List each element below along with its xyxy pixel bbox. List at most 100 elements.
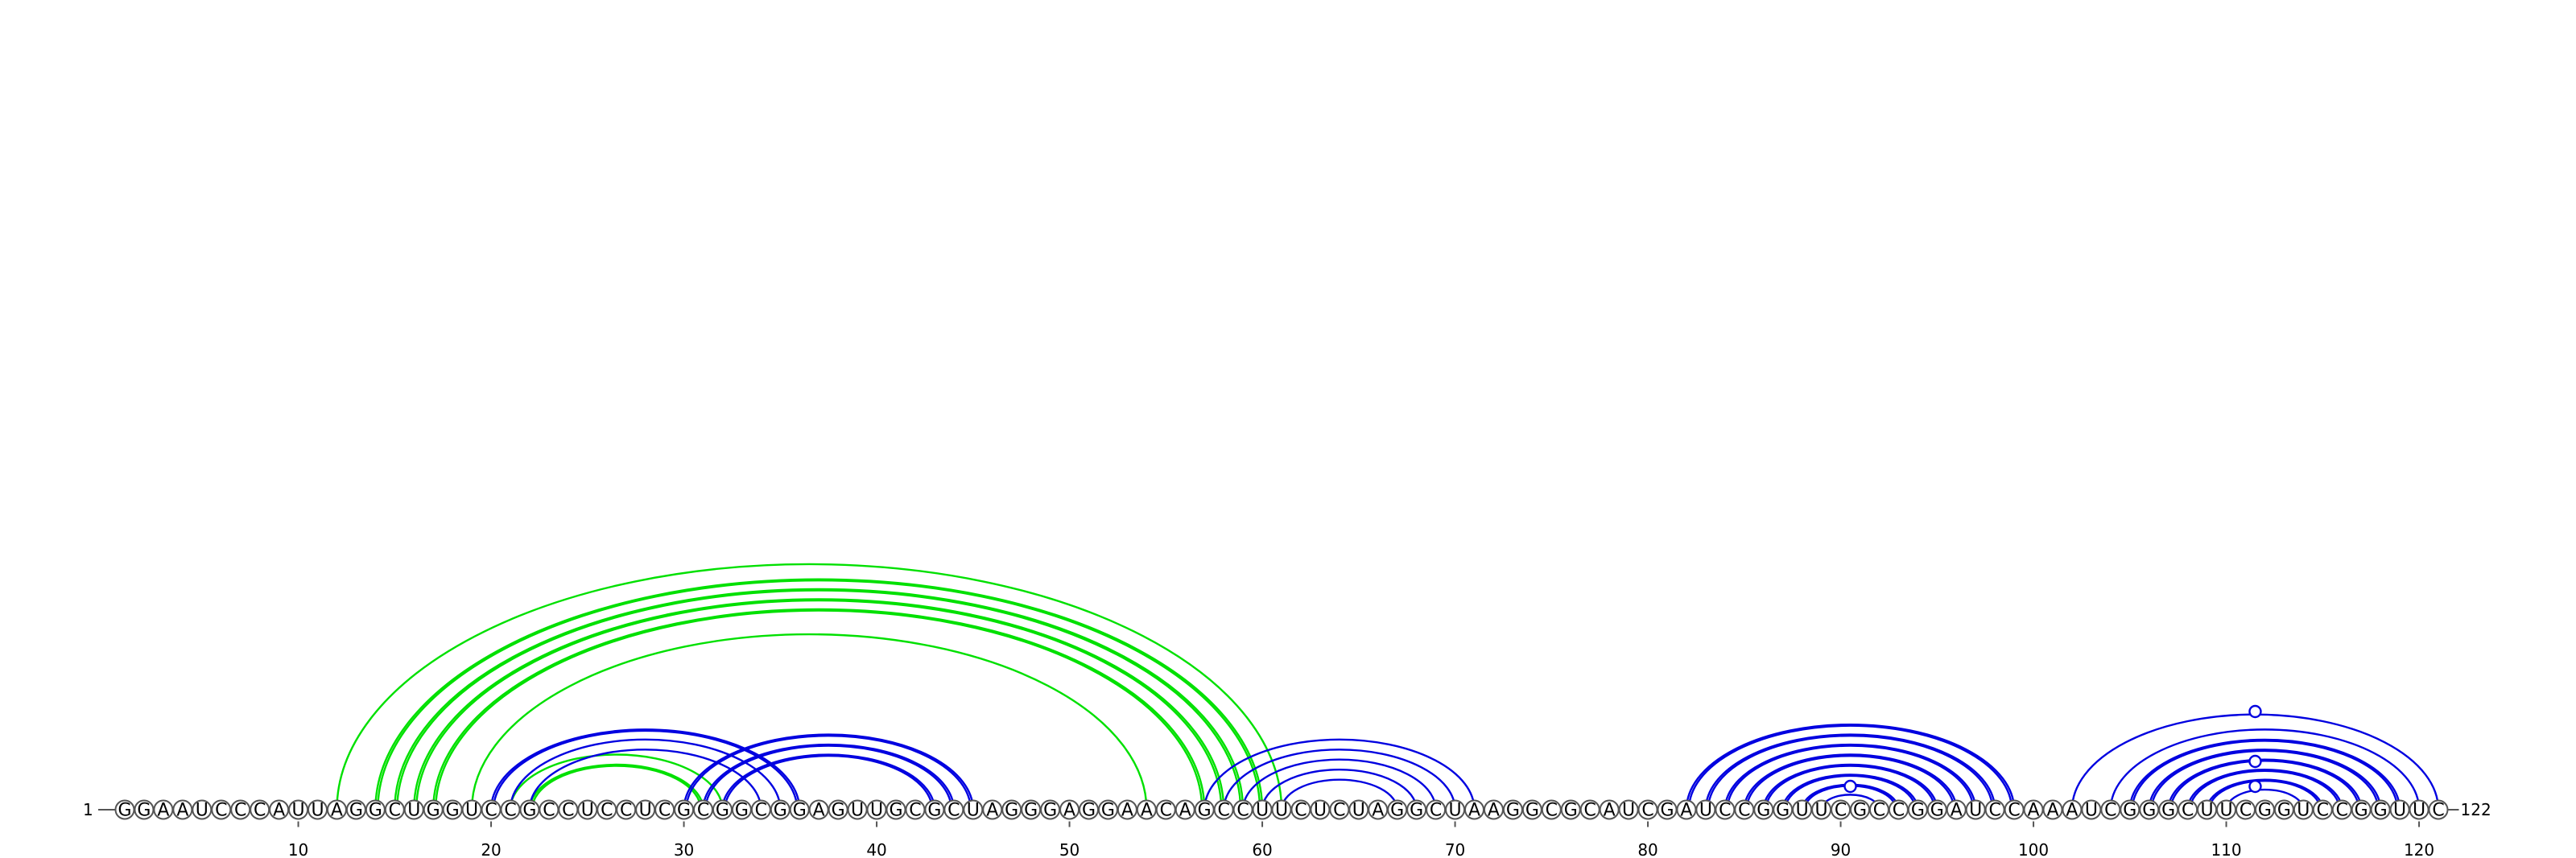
base-pair-arc [432,608,1206,811]
nucleotide: G [1406,799,1427,821]
nucleotide-letter: C [2104,801,2116,821]
base-pair-arc [1687,724,2013,811]
base-pair-arc [2189,769,2341,811]
nucleotide-letter: U [967,801,980,821]
nucleotide-letter: C [1835,801,1847,821]
nucleotide-letter: G [2142,801,2156,821]
nucleotide-letter: U [639,801,652,821]
nucleotide: G [731,799,752,821]
nucleotide: A [1174,799,1195,821]
nucleotide-letter: C [1236,801,1249,821]
start-label: 1 [83,800,93,819]
nucleotide-letter: U [407,801,420,821]
nucleotide: C [481,799,502,821]
nucleotide-letter: A [331,801,343,821]
nucleotide-letter: U [2413,801,2425,821]
nucleotide-letter: G [1101,801,1115,821]
nucleotide-letter: G [369,801,382,821]
nucleotide: G [1040,799,1061,821]
nucleotide-letter: U [2219,801,2232,821]
nucleotide: G [2139,799,2160,821]
base-pair-arc [1685,723,2016,811]
nucleotide: C [211,799,232,821]
nucleotide-letter: C [2182,801,2194,821]
nucleotide: U [1271,799,1292,821]
nucleotide-letter: C [909,801,921,821]
nucleotide: G [924,799,945,821]
nucleotide: U [2197,799,2218,821]
nucleotide: U [288,799,309,821]
nucleotide-letter: G [1930,801,1944,821]
nucleotide: U [2081,799,2102,821]
nucleotide-letter: C [389,801,401,821]
base-pair-arc [704,745,953,811]
base-pair-arc [528,763,704,811]
nucleotide: C [1868,799,1889,821]
nucleotide: A [1599,799,1620,821]
nucleotide: A [326,799,347,821]
base-pair-arc [724,754,934,811]
base-pair-arc [374,578,1264,811]
nucleotide: G [519,799,540,821]
nucleotide: C [2235,799,2256,821]
nucleotide: C [2428,799,2449,821]
base-pair-arc [2169,760,2360,811]
nucleotide-letter: U [2201,801,2214,821]
nucleotide-letter: C [562,801,574,821]
nucleotide: G [134,799,155,821]
nucleotide-letter: G [1660,801,1674,821]
base-pair-arc [2206,778,2324,811]
base-pair-arc [1743,753,1958,811]
nucleotide: G [1560,799,1581,821]
nucleotide: A [2062,799,2083,821]
nucleotide: C [1637,799,1658,821]
base-pair-arcs [336,563,2440,811]
base-pair-arc [492,729,799,811]
nucleotide-letter: G [1043,801,1057,821]
tick-label: 120 [2404,840,2434,858]
base-pair-arc [1222,749,1456,811]
nucleotide-letter: G [793,801,807,821]
nucleotide: U [1811,799,1832,821]
base-pair-arc [1280,778,1398,811]
nucleotide-letter: U [1314,801,1327,821]
nucleotide-letter: G [2258,801,2272,821]
base-pair-arc [2167,758,2363,811]
nucleotide-letter: C [1584,801,1596,821]
nucleotide-letter: U [851,801,864,821]
base-pair-arc [1261,769,1418,811]
nucleotide: C [1541,799,1562,821]
nucleotide-letter: A [1179,801,1191,821]
nucleotide-letter: G [2277,801,2291,821]
nucleotide: G [2370,799,2391,821]
base-pair-arc [415,599,1223,811]
base-pair-arc [683,733,974,811]
nucleotide: G [2273,799,2294,821]
base-pair-arc [2148,749,2382,811]
nucleotide-letter: G [522,801,536,821]
pair-marker [2248,704,2262,719]
base-pair-arc [1781,773,1919,811]
nucleotide-letter: U [1622,801,1635,821]
nucleotide-letter: G [2374,801,2388,821]
nucleotide: U [1310,799,1331,821]
base-pair-arc [1765,765,1936,811]
nucleotide-letter: G [1911,801,1925,821]
nucleotide: C [539,799,559,821]
nucleotide: A [808,799,829,821]
nucleotide-letter: C [601,801,613,821]
nucleotide: U [1618,799,1639,821]
base-pair-arc [1707,734,1994,811]
nucleotide: U [1445,799,1466,821]
nucleotide: A [1676,799,1697,821]
tick-label: 60 [1252,840,1272,858]
nucleotide: G [1657,799,1678,821]
nucleotide: U [2216,799,2237,821]
nucleotide-letter: G [446,801,460,821]
nucleotide-letter: G [118,801,131,821]
nucleotide-letter: C [1873,801,1885,821]
nucleotide-letter: C [215,801,227,821]
base-pair-arc [1726,745,1975,811]
nucleotide: G [1521,799,1542,821]
